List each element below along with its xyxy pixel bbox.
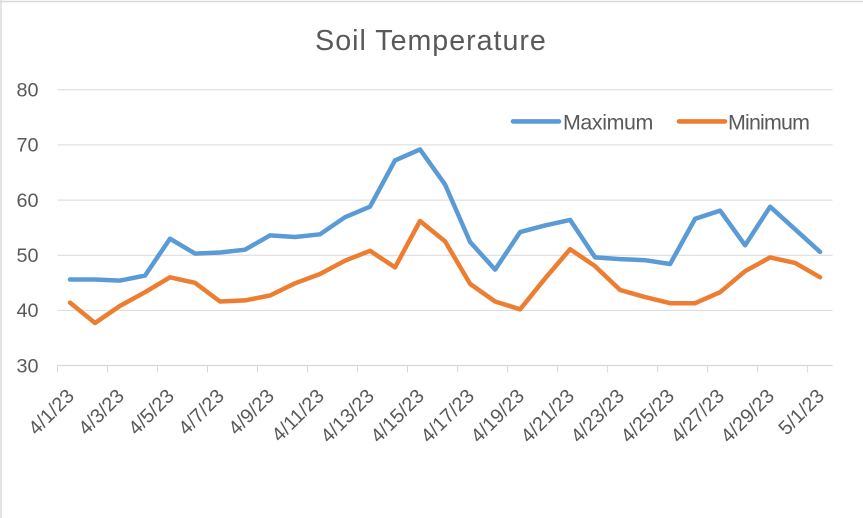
svg-text:30: 30 <box>16 355 38 377</box>
svg-text:40: 40 <box>16 300 38 322</box>
svg-text:70: 70 <box>16 135 38 157</box>
svg-text:60: 60 <box>16 190 38 212</box>
svg-text:Soil Temperature: Soil Temperature <box>315 25 547 57</box>
svg-text:Maximum: Maximum <box>563 110 653 134</box>
svg-text:50: 50 <box>16 245 38 267</box>
svg-text:80: 80 <box>16 80 38 102</box>
svg-text:Minimum: Minimum <box>728 110 809 134</box>
